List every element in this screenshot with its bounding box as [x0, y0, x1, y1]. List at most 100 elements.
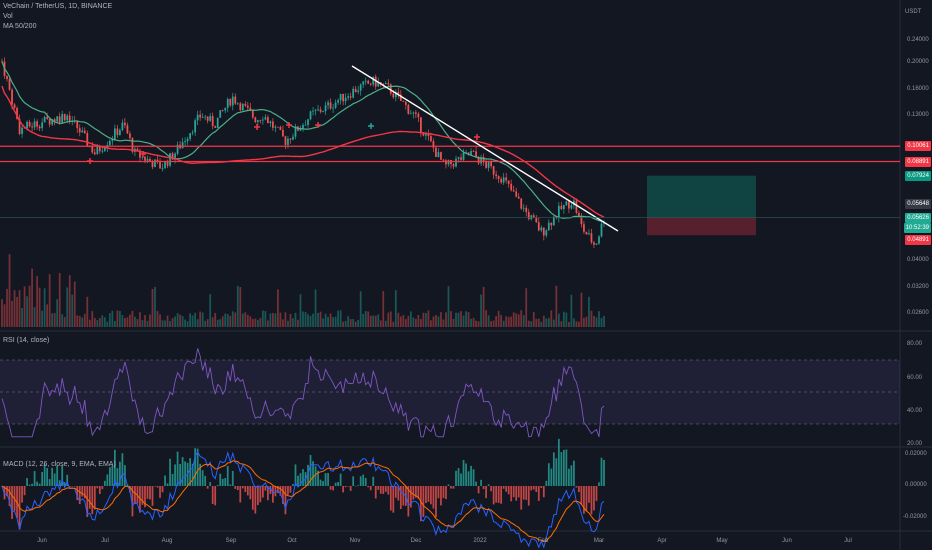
volume-bar	[495, 316, 498, 327]
macd-histogram-bar	[149, 486, 151, 500]
macd-histogram-bar	[241, 486, 244, 489]
candle-body	[139, 150, 141, 158]
macd-histogram-bar	[520, 486, 523, 510]
macd-histogram-bar	[362, 474, 365, 486]
cross-marker	[140, 151, 146, 157]
candle-body	[317, 109, 319, 111]
macd-histogram-bar	[322, 481, 324, 486]
volume-bar	[500, 315, 503, 327]
candle-body	[224, 107, 227, 111]
ma200-line	[1, 85, 605, 218]
volume-bar	[430, 320, 432, 327]
cross-marker	[315, 122, 321, 128]
candle-body	[76, 120, 79, 129]
volume-bar	[542, 315, 545, 327]
candle-body	[367, 80, 370, 84]
macd-histogram-bar	[129, 486, 131, 493]
candle-body	[103, 147, 106, 151]
macd-histogram-bar	[121, 453, 124, 486]
macd-histogram-bar	[141, 486, 144, 505]
candle-body	[557, 205, 560, 218]
volume-bar	[149, 314, 151, 327]
candle-body	[119, 129, 121, 135]
candle-body	[359, 84, 362, 91]
macd-histogram-bar	[194, 448, 197, 486]
candle-body	[174, 153, 176, 160]
volume-bar	[332, 317, 334, 327]
candle-body	[159, 161, 161, 169]
macd-histogram-bar	[134, 486, 136, 505]
cross-marker	[87, 158, 93, 164]
macd-histogram-bar	[397, 486, 400, 501]
candle-body	[332, 107, 334, 109]
volume-bar	[267, 320, 269, 327]
volume-bar	[181, 316, 184, 327]
candle-body	[302, 124, 304, 129]
macd-histogram-bar	[151, 486, 154, 506]
macd-histogram-bar	[21, 486, 23, 503]
macd-legend[interactable]: MACD (12, 26, close, 9, EMA, EMA)	[3, 461, 116, 468]
macd-histogram-bar	[307, 464, 309, 486]
macd-histogram-bar	[334, 482, 337, 486]
macd-histogram-bar	[179, 464, 181, 486]
volume-legend[interactable]: Vol	[3, 13, 13, 20]
time-label: Mar	[593, 538, 605, 544]
volume-bar	[46, 304, 49, 327]
macd-histogram-bar	[339, 473, 342, 486]
macd-histogram-bar	[189, 458, 192, 486]
volume-bar	[490, 321, 493, 327]
volume-bar	[184, 319, 186, 327]
candle-body	[527, 211, 530, 220]
volume-bar	[261, 310, 264, 327]
macd-histogram-bar	[417, 486, 420, 500]
macd-histogram-bar	[206, 486, 209, 489]
volume-bar	[236, 285, 239, 327]
volume-bar	[427, 310, 430, 327]
candle-body	[550, 222, 553, 226]
macd-histogram-bar	[214, 486, 217, 506]
candle-body	[51, 119, 54, 125]
candle-body	[515, 191, 518, 197]
volume-bar	[555, 285, 558, 327]
candle-body	[347, 96, 350, 98]
volume-bar	[113, 320, 116, 327]
candle-body	[552, 216, 555, 226]
macd-histogram-bar	[261, 486, 264, 498]
candle-body	[334, 102, 337, 108]
macd-histogram-bar	[264, 486, 267, 491]
volume-bar	[384, 320, 387, 327]
candle-body	[129, 133, 131, 138]
volume-bar	[535, 318, 538, 327]
macd-histogram-bar	[272, 486, 274, 503]
volume-bar	[204, 320, 207, 327]
candle-body	[344, 97, 347, 102]
candle-body	[525, 207, 528, 212]
candle-body	[284, 136, 287, 145]
macd-histogram-bar	[43, 463, 46, 486]
volume-bar	[264, 311, 267, 327]
volume-bar	[166, 315, 169, 327]
candle-body	[191, 132, 194, 134]
candle-body	[309, 111, 312, 120]
macd-histogram-bar	[302, 469, 304, 486]
volume-bar	[93, 317, 96, 327]
candle-body	[226, 98, 229, 108]
macd-histogram-bar	[485, 486, 487, 499]
macd-histogram-bar	[515, 486, 518, 501]
macd-histogram-bar	[269, 486, 272, 494]
macd-histogram-bar	[312, 461, 314, 486]
macd-histogram-bar	[409, 486, 412, 508]
ma-legend[interactable]: MA 50/200	[3, 23, 37, 30]
candle-body	[595, 243, 598, 245]
candle-body	[460, 157, 462, 160]
macd-histogram-bar	[452, 486, 455, 489]
volume-bar	[251, 318, 254, 327]
macd-histogram-bar	[86, 486, 89, 518]
volume-bar	[131, 310, 134, 327]
candle-body	[249, 107, 252, 111]
rsi-legend[interactable]: RSI (14, close)	[3, 337, 50, 344]
symbol-title[interactable]: VeChain / TetherUS, 1D, BINANCE	[3, 3, 113, 10]
candle-body	[542, 227, 545, 236]
